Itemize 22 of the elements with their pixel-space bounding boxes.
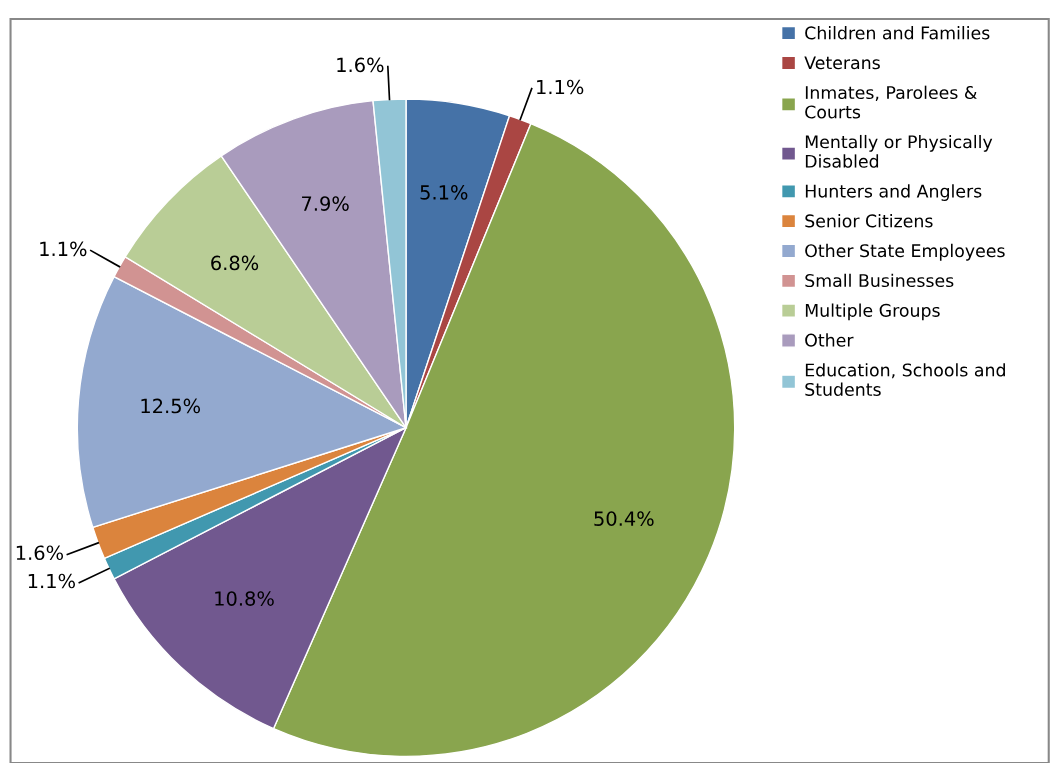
legend-label: Mentally or Physically Disabled (805, 134, 993, 168)
data-label: 1.1% (28, 573, 75, 589)
data-label: 6.8% (211, 255, 259, 271)
data-label: 7.9% (302, 196, 349, 211)
legend-label: Other State Employees (805, 243, 1005, 261)
data-label: 12.5% (141, 398, 201, 414)
legend-label: Hunters and Anglers (805, 184, 982, 201)
legend-label: Small Businesses (805, 273, 954, 288)
data-label: 5.1% (420, 185, 468, 200)
data-label: 10.8% (215, 591, 274, 606)
data-label: 1.1% (40, 241, 87, 257)
data-label: 50.4% (594, 511, 654, 526)
data-label: 1.6% (16, 545, 64, 561)
data-label: 1.6% (337, 57, 384, 73)
legend-label: Education, Schools and Students (805, 363, 1005, 397)
legend-label: Other (805, 333, 854, 347)
legend-label: Multiple Groups (805, 303, 940, 321)
legend-label: Children and Families (805, 26, 990, 40)
data-label: 1.1% (537, 79, 584, 95)
legend-label: Veterans (804, 56, 880, 70)
legend-label: Inmates, Parolees & Courts (805, 85, 977, 119)
legend-label: Senior Citizens (805, 214, 933, 228)
